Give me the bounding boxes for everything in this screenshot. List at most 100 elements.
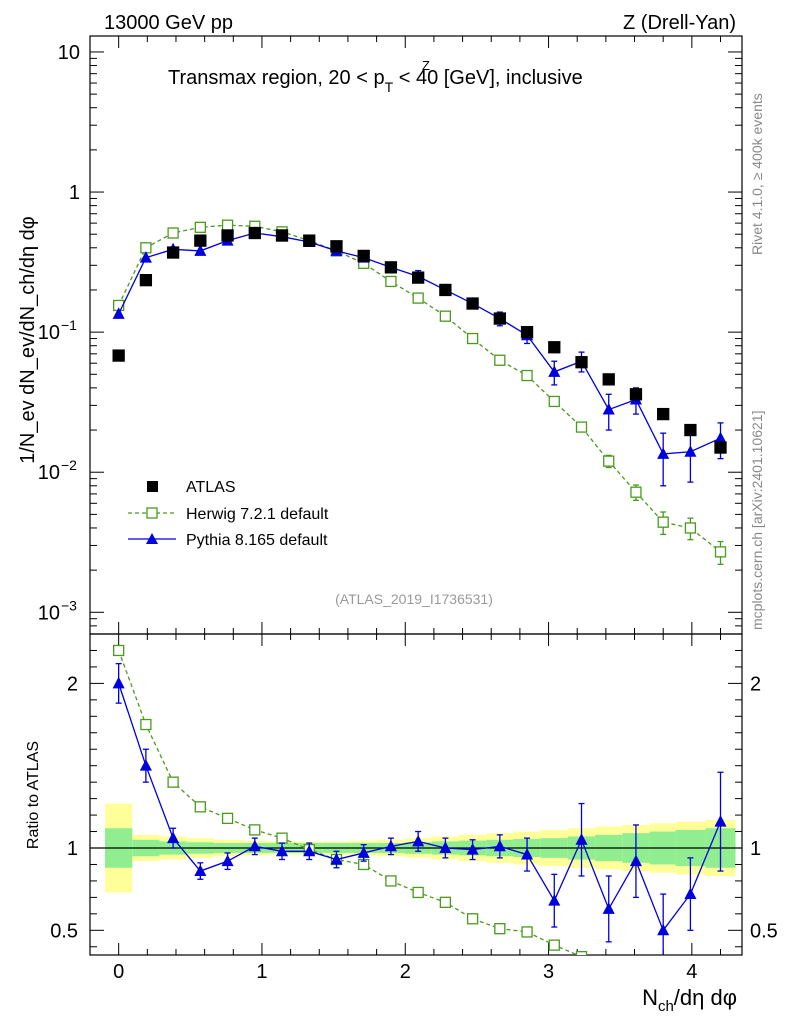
herwig-point — [548, 395, 560, 408]
atlas-point — [275, 229, 289, 242]
atlas-point — [248, 226, 261, 240]
pythia-point — [684, 445, 697, 457]
x-tick-label: 1 — [256, 961, 267, 983]
atlas-point — [684, 423, 697, 437]
ratio-y-label: Ratio to ATLAS — [25, 741, 42, 849]
atlas-point — [439, 283, 452, 297]
pythia-ratio-point — [248, 839, 261, 852]
pythia-point — [657, 447, 670, 459]
x-tick-label: 0 — [113, 961, 124, 983]
herwig-point — [657, 516, 669, 528]
atlas-point — [166, 246, 180, 259]
pythia-ratio-point — [493, 839, 506, 852]
atlas-point — [330, 240, 343, 253]
atlas-point — [548, 341, 561, 354]
atlas-point — [629, 388, 643, 401]
pythia-ratio-point — [602, 902, 615, 914]
x-axis-label: Nch/dη dφ — [642, 985, 737, 1015]
atlas-point — [221, 229, 234, 242]
atlas-point — [112, 349, 125, 362]
herwig-ratio-point — [631, 975, 641, 985]
atlas-point — [139, 274, 153, 287]
x-tick-label: 4 — [686, 961, 697, 983]
ratio-y-tick-label: 0.5 — [50, 920, 78, 942]
main-y-tick-exponent: −1 — [61, 317, 77, 333]
ratio-series-group — [112, 644, 727, 990]
herwig-point — [521, 369, 533, 382]
pythia-ratio-point — [112, 676, 125, 689]
main-y-tick-label: 10 — [58, 42, 80, 64]
pythia-ratio-point — [194, 864, 207, 876]
herwig-ratio-point — [194, 801, 206, 813]
atlas-point — [466, 297, 479, 310]
herwig-ratio-point — [439, 896, 452, 908]
pythia-ratio-point — [167, 831, 180, 844]
atlas-point — [714, 441, 727, 454]
herwig-ratio-point — [548, 939, 560, 951]
pythia-line — [118, 232, 721, 455]
ratio-y-tick-label: 1 — [67, 838, 78, 860]
main-y-tick-exponent: −2 — [61, 457, 77, 473]
main-y-tick-label: 10 — [38, 462, 60, 484]
ratio-plot-frame — [89, 633, 743, 956]
ratio-y-tick-label: 2 — [67, 673, 78, 695]
ratio-y-tick-label-right: 0.5 — [750, 920, 778, 942]
herwig-point — [412, 292, 424, 304]
legend-atlas-label: ATLAS — [186, 479, 236, 496]
subtitle-superscript: Z — [422, 58, 430, 73]
herwig-point — [684, 522, 697, 534]
herwig-ratio-point — [221, 812, 234, 825]
herwig-point — [575, 421, 588, 433]
herwig-point — [466, 332, 479, 345]
herwig-point — [221, 219, 234, 231]
atlas-point — [303, 234, 316, 247]
atlas-point — [384, 261, 398, 274]
herwig-point — [714, 546, 727, 558]
herwig-ratio-point — [604, 965, 614, 975]
legend-atlas-marker — [147, 481, 158, 492]
herwig-point — [385, 275, 397, 288]
pythia-point — [139, 251, 152, 263]
pythia-ratio-point — [629, 854, 643, 867]
legend-pythia-label: Pythia 8.165 default — [186, 532, 328, 549]
herwig-ratio-point — [249, 824, 261, 836]
herwig-ratio-point — [276, 832, 288, 844]
pythia-ratio-point — [466, 843, 479, 855]
herwig-point — [494, 354, 506, 366]
herwig-ratio-point — [140, 718, 152, 731]
plot-subtitle: Transmax region, 20 < pT < 40 [GeV], inc… — [168, 67, 583, 95]
main-y-label: 1/N_ev dN_ev/dN_ch/dη dφ — [17, 216, 39, 464]
atlas-point — [602, 373, 615, 386]
pythia-ratio-point — [139, 759, 152, 771]
pythia-ratio-point — [330, 852, 343, 865]
herwig-ratio-point — [658, 980, 668, 990]
herwig-ratio-line — [118, 650, 580, 955]
atlas-point — [411, 271, 425, 284]
pythia-point — [714, 431, 727, 444]
rivet-label: Rivet 4.1.0, ≥ 400k events — [749, 93, 765, 255]
pythia-ratio-point — [303, 844, 316, 857]
left-title: 13000 GeV pp — [104, 12, 233, 34]
pythia-point — [602, 402, 615, 415]
pythia-point — [112, 307, 125, 319]
pythia-ratio-point — [575, 833, 588, 845]
legend: ATLAS Herwig 7.2.1 default Pythia 8.165 … — [128, 479, 329, 549]
pythia-ratio-point — [548, 894, 561, 906]
herwig-ratio-point — [494, 923, 506, 935]
pythia-ratio-point — [439, 841, 452, 853]
main-y-tick-label: 10 — [38, 322, 60, 344]
pythia-ratio-point — [657, 923, 670, 936]
pythia-ratio-point — [412, 834, 425, 847]
herwig-ratio-point — [466, 913, 479, 925]
main-y-tick-label: 1 — [69, 182, 80, 204]
herwig-point — [167, 227, 179, 239]
right-title: Z (Drell-Yan) — [623, 12, 736, 34]
pythia-ratio-point — [714, 815, 727, 827]
atlas-point — [657, 407, 670, 421]
pythia-point — [548, 365, 561, 377]
legend-herwig-marker — [146, 507, 158, 519]
ratio-y-tick-label-right: 1 — [750, 838, 761, 860]
herwig-ratio-point — [575, 950, 588, 955]
legend-herwig-label: Herwig 7.2.1 default — [186, 506, 329, 523]
atlas-point — [357, 249, 370, 263]
